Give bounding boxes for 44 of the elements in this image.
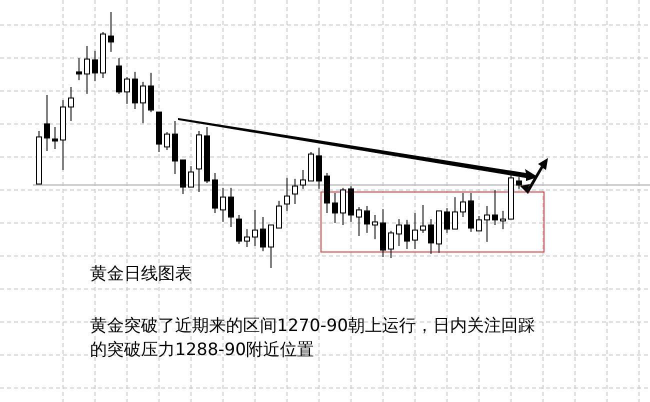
- candlestick: [292, 178, 298, 204]
- candlestick: [236, 214, 242, 244]
- candlestick: [396, 218, 402, 246]
- candlestick: [332, 192, 338, 224]
- candlestick: [404, 219, 410, 250]
- candlestick: [44, 94, 50, 152]
- candlestick: [300, 169, 306, 190]
- candlestick: [500, 210, 506, 230]
- candlestick: [428, 218, 434, 254]
- candlestick: [108, 12, 114, 52]
- text: 黄金突破了近期来的区间1270-90朝上运行，日内关注回踩的突破压力1288-90附近位置: [90, 316, 536, 360]
- candlestick: [340, 187, 346, 226]
- candlestick: [452, 196, 458, 230]
- candlestick: [132, 71, 138, 110]
- candlestick: [476, 216, 482, 232]
- candlestick: [244, 228, 250, 248]
- candlestick: [492, 189, 498, 226]
- candlestick: [276, 200, 282, 229]
- candlestick: [420, 204, 426, 234]
- candlestick: [516, 176, 522, 190]
- candlestick: [356, 206, 362, 236]
- candlestick: [444, 208, 450, 234]
- candlestick: [220, 187, 226, 222]
- candlestick: [228, 187, 234, 228]
- candlestick: [412, 212, 418, 250]
- text: 黄金日线图表: [90, 264, 192, 284]
- candlestick: [164, 132, 170, 150]
- candlestick: [188, 166, 194, 188]
- candlestick: [52, 126, 58, 150]
- candlestick: [484, 206, 490, 242]
- candlestick: [68, 86, 74, 122]
- candlestick: [84, 46, 90, 94]
- candlestick: [124, 76, 130, 104]
- candlestick: [76, 58, 82, 81]
- candlestick: [460, 192, 466, 218]
- candlestick: [140, 81, 146, 124]
- candlestick: [268, 224, 274, 268]
- candlestick: [260, 216, 266, 252]
- candlestick: [252, 209, 258, 246]
- candlestick: [284, 177, 290, 212]
- candlestick: [364, 206, 370, 234]
- candlestick: [372, 214, 378, 240]
- candlestick: [388, 230, 394, 259]
- candlestick: [92, 50, 98, 82]
